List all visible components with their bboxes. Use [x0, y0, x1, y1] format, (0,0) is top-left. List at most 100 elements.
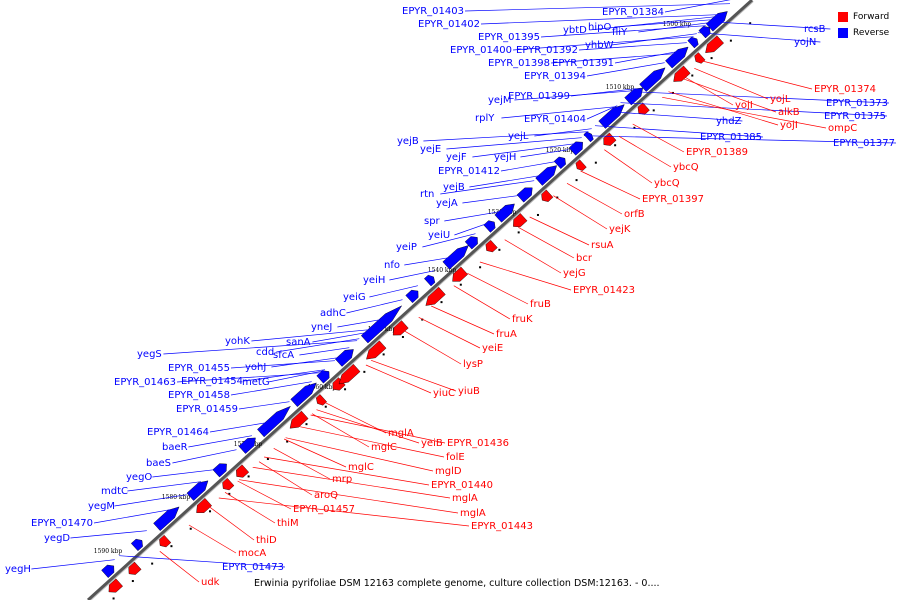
reverse-leader-line: [188, 435, 252, 448]
reverse-leader-line: [446, 137, 582, 150]
reverse-leader-line: [512, 36, 694, 51]
reverse-leader-line: [312, 332, 366, 343]
reverse-leader-line: [610, 111, 743, 122]
axis-marker: [614, 144, 617, 147]
reverse-gene-arrow: [101, 564, 115, 578]
reverse-gene-label: EPYR_01394: [524, 71, 586, 82]
reverse-leader-line: [423, 131, 589, 142]
forward-gene-label: ybcQ: [673, 162, 699, 173]
forward-gene-label: mrp: [332, 474, 352, 485]
reverse-gene-label: EPYR_01458: [168, 390, 230, 401]
forward-leader-line: [239, 479, 459, 514]
reverse-gene-arrow: [130, 538, 143, 552]
reverse-leader-line: [586, 62, 665, 77]
reverse-gene-label: adhC: [320, 308, 346, 319]
reverse-gene-arrow: [212, 463, 227, 478]
reverse-leader-line: [70, 530, 147, 539]
axis-marker: [266, 458, 269, 461]
reverse-gene-arrow: [442, 245, 469, 270]
legend-forward-label: Forward: [853, 12, 890, 22]
forward-leader-line: [208, 506, 255, 541]
forward-leader-line: [694, 67, 769, 100]
reverse-gene-label: EPYR_01402: [418, 19, 480, 30]
reverse-leader-line: [31, 559, 115, 570]
reverse-leader-line: [664, 0, 731, 13]
forward-leader-line: [237, 480, 292, 510]
reverse-leader-line: [444, 211, 500, 222]
axis-marker: [440, 301, 443, 304]
axis-marker: [401, 335, 404, 338]
reverse-gene-label: EPYR_01412: [438, 166, 500, 177]
axis-marker: [459, 283, 462, 286]
reverse-leader-line: [337, 319, 381, 328]
reverse-gene-label: yhbW: [585, 40, 614, 51]
reverse-gene-label: yejA: [436, 198, 458, 209]
reverse-gene-label: fliY: [612, 27, 628, 38]
reverse-gene-arrow: [316, 370, 330, 384]
forward-leader-line: [283, 438, 347, 468]
forward-gene-arrow: [196, 498, 212, 513]
reverse-gene-label: EPYR_01399: [508, 91, 570, 102]
forward-leader-line: [365, 364, 432, 394]
forward-leader-line: [479, 261, 572, 291]
reverse-leader-line: [119, 555, 286, 568]
forward-leader-line: [518, 226, 575, 259]
axis-marker: [286, 440, 289, 443]
reverse-leader-line: [594, 125, 764, 138]
legend: Forward Reverse: [838, 9, 889, 41]
reverse-gene-label: yegH: [5, 564, 31, 575]
axis-marker: [382, 353, 385, 356]
reverse-gene-label: EPYR_01377: [833, 138, 895, 149]
reverse-leader-line: [276, 338, 360, 353]
forward-leader-line: [702, 60, 813, 90]
forward-gene-label: EPYR_01389: [686, 147, 748, 158]
reverse-gene-label: sanA: [286, 337, 311, 348]
forward-gene-label: yojL: [770, 94, 791, 105]
reverse-leader-line: [251, 329, 370, 342]
forward-gene-label: alkB: [778, 107, 800, 118]
reverse-leader-line: [586, 105, 618, 120]
forward-gene-arrow: [485, 239, 498, 253]
reverse-gene-label: yejF: [446, 152, 467, 163]
tick-label: 1560 kbp: [308, 384, 337, 391]
forward-gene-arrow: [541, 189, 554, 202]
reverse-gene-label: baeR: [162, 442, 188, 453]
reverse-gene-arrow: [424, 274, 436, 287]
tick-label: 1540 kbp: [428, 267, 457, 274]
forward-gene-label: yiuC: [433, 388, 455, 399]
reverse-gene-label: EPYR_01375: [824, 111, 886, 122]
forward-gene-arrow: [575, 159, 587, 171]
reverse-leader-line: [238, 401, 290, 410]
reverse-gene-arrow: [687, 36, 699, 49]
reverse-leader-line: [93, 509, 171, 524]
reverse-gene-label: EPYR_01392: [516, 45, 578, 56]
reverse-leader-line: [614, 19, 713, 28]
forward-gene-label: mglA: [452, 493, 478, 504]
reverse-leader-line: [480, 14, 718, 25]
axis-marker: [189, 527, 192, 530]
reverse-leader-line: [271, 357, 339, 368]
reverse-gene-label: yejB: [443, 182, 465, 193]
reverse-gene-label: EPYR_01463: [114, 377, 176, 388]
reverse-gene-label: baeS: [146, 458, 171, 469]
reverse-gene-arrow: [464, 236, 478, 250]
legend-forward-swatch: [838, 12, 848, 22]
reverse-gene-label: sfcA: [273, 350, 294, 361]
axis-marker: [228, 492, 231, 495]
reverse-gene-label: EPYR_01455: [168, 363, 230, 374]
reverse-gene-arrow: [698, 25, 711, 39]
forward-leader-line: [566, 182, 623, 215]
reverse-leader-line: [454, 223, 487, 236]
reverse-gene-arrow: [186, 480, 209, 501]
forward-gene-label: EPYR_01423: [573, 285, 635, 296]
forward-gene-arrow: [159, 534, 172, 548]
reverse-gene-label: metG: [242, 377, 270, 388]
axis-marker: [517, 231, 520, 234]
reverse-leader-line: [520, 149, 569, 158]
legend-reverse-label: Reverse: [853, 28, 890, 38]
reverse-gene-label: EPYR_01473: [222, 562, 284, 573]
axis-marker: [247, 475, 250, 478]
reverse-leader-line: [369, 285, 418, 298]
forward-leader-line: [403, 330, 462, 365]
